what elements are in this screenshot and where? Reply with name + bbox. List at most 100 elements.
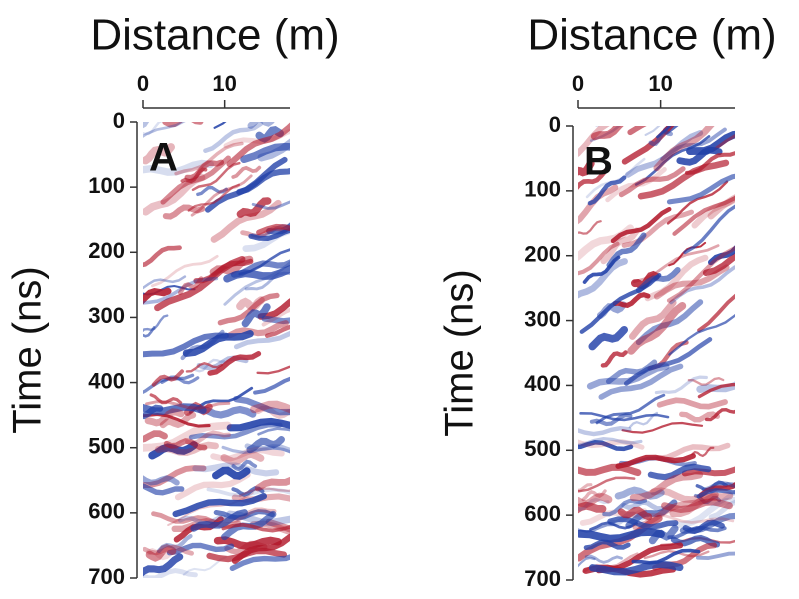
reflector <box>705 407 735 422</box>
reflector <box>162 122 204 128</box>
reflector <box>220 450 265 466</box>
y-tick-label: 300 <box>88 303 125 328</box>
reflector <box>683 204 735 255</box>
reflector <box>143 332 229 358</box>
reflector <box>143 421 232 452</box>
y-tick-label: 0 <box>549 112 561 137</box>
reflector <box>143 475 180 486</box>
reflector <box>558 99 614 135</box>
reflector <box>588 560 684 576</box>
reflector <box>226 417 290 432</box>
reflector <box>254 476 290 492</box>
reflector <box>672 496 735 529</box>
y-tick-label: 100 <box>88 173 125 198</box>
y-tick-label: 700 <box>524 566 561 591</box>
reflector <box>578 159 595 177</box>
reflector <box>669 265 735 305</box>
reflector <box>598 363 684 400</box>
reflector <box>143 326 156 338</box>
reflector <box>578 492 613 509</box>
reflector <box>236 296 265 312</box>
reflector <box>579 412 670 422</box>
reflector <box>166 542 235 556</box>
reflector <box>143 122 163 136</box>
reflector <box>210 199 282 243</box>
reflector <box>143 122 150 129</box>
reflector <box>681 466 735 477</box>
reflector <box>590 126 624 141</box>
reflector <box>143 412 211 428</box>
reflector <box>180 167 208 184</box>
reflector <box>143 276 219 305</box>
reflector <box>143 122 186 138</box>
reflector <box>162 204 206 220</box>
reflector <box>697 382 735 399</box>
reflector <box>672 195 735 236</box>
reflector <box>238 487 290 497</box>
reflector <box>206 547 287 563</box>
reflector <box>156 534 193 554</box>
reflector <box>261 307 290 327</box>
reflector <box>695 551 735 561</box>
reflector <box>145 543 177 562</box>
reflector <box>686 130 735 155</box>
reflector <box>578 258 628 299</box>
y-tick-label: 500 <box>88 434 125 459</box>
x-axis-title: Distance (m) <box>527 11 776 60</box>
reflector <box>578 425 632 437</box>
reflector <box>251 200 290 210</box>
reflector <box>174 471 251 501</box>
reflector <box>144 408 185 427</box>
reflector <box>618 166 686 198</box>
reflector <box>257 138 290 162</box>
reflector <box>143 159 215 176</box>
x-tick-label: 0 <box>572 71 584 96</box>
reflector <box>578 168 609 190</box>
reflector <box>648 513 735 524</box>
reflector <box>223 260 290 306</box>
reflector <box>578 220 602 235</box>
y-tick-label: 200 <box>524 242 561 267</box>
reflector <box>578 528 665 543</box>
reflector <box>605 359 658 385</box>
reflector <box>210 446 285 462</box>
reflector <box>143 143 175 165</box>
reflector <box>217 292 280 326</box>
reflector <box>634 135 711 186</box>
reflector <box>606 232 647 268</box>
reflector <box>588 325 629 351</box>
reflector <box>178 276 204 295</box>
reflector <box>185 362 223 373</box>
reflector <box>185 430 231 446</box>
y-tick-label: 200 <box>88 238 125 263</box>
reflector <box>213 536 282 551</box>
reflector <box>256 365 290 375</box>
reflector <box>143 245 182 268</box>
reflector <box>265 518 290 533</box>
reflector <box>647 463 712 481</box>
reflector <box>578 556 596 568</box>
reflector <box>629 471 704 502</box>
reflector <box>143 373 195 394</box>
reflector <box>610 206 672 244</box>
reflector <box>236 197 272 218</box>
y-tick-label: 100 <box>524 177 561 202</box>
reflector <box>676 146 723 166</box>
radargram-image <box>558 99 735 578</box>
reflector <box>257 298 290 320</box>
reflector <box>660 127 727 161</box>
y-tick-label: 400 <box>88 368 125 393</box>
reflector <box>221 522 290 533</box>
reflector <box>578 436 643 448</box>
reflector <box>143 403 207 415</box>
reflector <box>617 506 653 521</box>
reflector <box>143 314 169 333</box>
reflector <box>231 459 258 472</box>
y-axis-title: Time (ns) <box>6 266 50 433</box>
reflector <box>631 548 701 565</box>
reflector <box>187 183 241 212</box>
x-tick-label: 0 <box>137 71 149 96</box>
reflector <box>667 525 727 540</box>
reflector <box>662 126 679 135</box>
reflector <box>653 264 730 300</box>
